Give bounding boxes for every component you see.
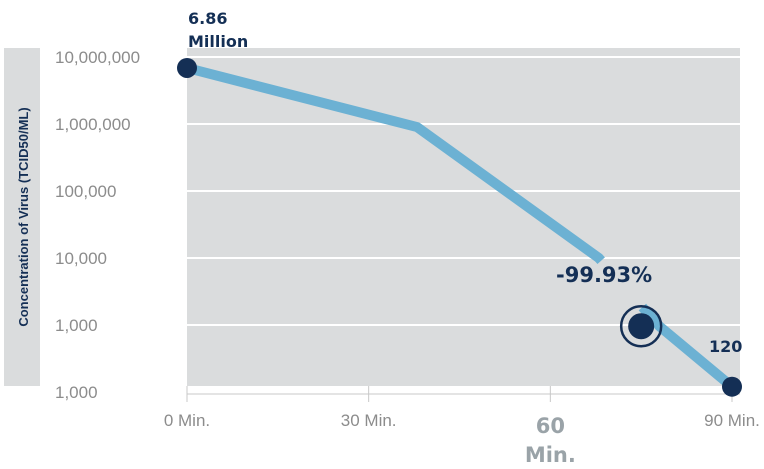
series-line bbox=[185, 63, 605, 265]
highlight-ring bbox=[619, 304, 663, 348]
y-tick-labels: 10,000,000 1,000,000 100,000 10,000 1,000 1,0… bbox=[55, 48, 140, 402]
y-tick-label: 100,000 bbox=[55, 182, 116, 201]
end-value-label: 120 bbox=[709, 337, 742, 356]
start-unit-label: Million bbox=[188, 32, 248, 51]
x-tick-label: 30 Min. bbox=[341, 411, 397, 430]
x-tick-label: 0 Min. bbox=[164, 411, 210, 430]
plot-area bbox=[187, 48, 740, 386]
x-tick-label: 60 bbox=[536, 414, 565, 438]
x-tick-label-unit: Min. bbox=[525, 443, 576, 467]
data-point-marker bbox=[628, 313, 655, 340]
y-tick-label: 10,000 bbox=[55, 249, 107, 268]
y-tick-label: 10,000,000 bbox=[55, 48, 140, 67]
x-tick-labels: 0 Min. 30 Min. 60 Min. 90 Min. bbox=[164, 411, 760, 467]
series-layer bbox=[185, 63, 736, 391]
data-point-marker bbox=[177, 57, 197, 78]
series-line bbox=[638, 303, 736, 391]
y-tick-label: 1,000 bbox=[55, 316, 98, 335]
markers-layer bbox=[177, 57, 742, 397]
y-axis-label-band bbox=[4, 48, 40, 386]
y-tick-label: 1,000,000 bbox=[55, 115, 131, 134]
reduction-label: -99.93% bbox=[556, 263, 652, 287]
x-tick-label: 90 Min. bbox=[704, 411, 760, 430]
data-point-marker bbox=[722, 376, 742, 397]
gridlines bbox=[187, 56, 740, 326]
y-tick-label: 1,000 bbox=[55, 383, 98, 402]
start-value-label: 6.86 bbox=[188, 9, 227, 28]
y-axis-label: Concentration of Virus (TCID50/ML) bbox=[16, 107, 31, 326]
